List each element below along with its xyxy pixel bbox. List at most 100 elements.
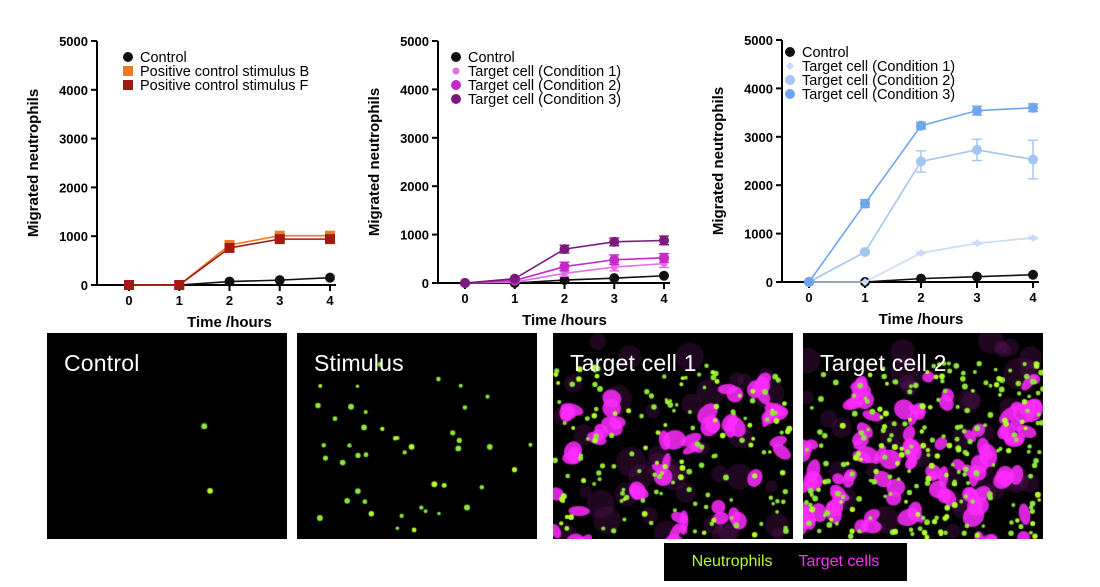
legend-marker xyxy=(451,94,461,104)
data-point xyxy=(460,278,470,288)
data-point xyxy=(325,234,335,245)
data-point xyxy=(509,273,520,284)
y-axis-label: Migrated neutrophils xyxy=(710,87,727,235)
series-4 xyxy=(804,102,1038,287)
legend-marker xyxy=(785,75,795,85)
series-3 xyxy=(804,138,1038,287)
data-point xyxy=(972,105,982,116)
y-tick-label: 5000 xyxy=(744,33,773,48)
data-point xyxy=(559,275,570,286)
micrograph-target-cell-2 xyxy=(803,333,1043,539)
panel-label-target-cell-2: Target cell 2 xyxy=(820,350,947,376)
panel-label-stimulus: Stimulus xyxy=(314,350,404,376)
y-tick-label: 1000 xyxy=(59,229,88,244)
x-tick-label: 0 xyxy=(461,291,468,306)
legend-label: Control xyxy=(802,45,849,61)
data-point xyxy=(224,242,235,253)
y-tick-label: 3000 xyxy=(744,130,773,145)
legend-marker xyxy=(785,47,795,57)
y-tick-label: 0 xyxy=(766,275,773,290)
y-tick-label: 1000 xyxy=(400,228,429,243)
data-point xyxy=(860,246,870,257)
data-point xyxy=(659,235,669,246)
legend-marker xyxy=(785,89,795,99)
y-tick-label: 5000 xyxy=(400,34,429,49)
y-axis-label: Migrated neutrophils xyxy=(25,89,42,237)
legend-label: Target cell (Condition 1) xyxy=(468,64,621,80)
data-point xyxy=(609,254,620,265)
chart-2: 0 1000 2000 3000 4000 5000 0 1 2 3 4 Time /hours Mig… xyxy=(366,34,670,329)
y-tick-label: 2000 xyxy=(59,180,88,195)
panel-label-target-cell-1: Target cell 1 xyxy=(570,350,697,376)
legend-label: Control xyxy=(140,50,187,66)
legend-label: Positive control stimulus B xyxy=(140,64,309,80)
y-tick-label: 4000 xyxy=(744,81,773,96)
microscopy-panel-stimulus: Stimulus xyxy=(297,333,537,539)
legend-marker xyxy=(451,52,461,62)
panel-label-control: Control xyxy=(64,350,140,376)
x-tick-label: 3 xyxy=(611,291,618,306)
legend-label: Target cell (Condition 2) xyxy=(468,78,621,94)
legend-marker xyxy=(123,52,133,62)
data-point xyxy=(609,236,620,247)
x-tick-label: 4 xyxy=(326,293,334,308)
data-point xyxy=(224,276,235,287)
data-point xyxy=(916,273,926,284)
legend-marker xyxy=(123,66,133,76)
y-tick-label: 5000 xyxy=(59,34,88,49)
x-tick-label: 2 xyxy=(561,291,568,306)
y-tick-label: 0 xyxy=(422,276,429,291)
x-axis-label: Time /hours xyxy=(522,312,607,329)
data-point xyxy=(559,244,570,255)
y-tick-label: 4000 xyxy=(400,82,429,97)
micrograph-target-cell-1 xyxy=(553,333,793,539)
legend-target-cells: Target cells xyxy=(798,553,880,570)
y-tick-label: 4000 xyxy=(59,83,88,98)
chart-positive-controls: 0 1000 2000 3000 4000 5000 0 1 2 3 4 Time /hours Mig… xyxy=(25,33,1039,330)
legend-label: Positive control stimulus F xyxy=(140,78,309,94)
x-tick-label: 4 xyxy=(660,291,668,306)
color-legend: Neutrophils Target cells xyxy=(664,543,907,581)
legend-marker xyxy=(123,80,133,90)
x-tick-label: 3 xyxy=(276,293,283,308)
micrograph-stimulus xyxy=(297,333,537,539)
micrograph-control xyxy=(47,333,287,539)
legend-label: Target cell (Condition 2) xyxy=(802,73,955,89)
legend-marker xyxy=(786,62,794,70)
legend-label: Control xyxy=(468,50,515,66)
legend-marker xyxy=(451,80,461,90)
data-point xyxy=(274,234,285,245)
data-point xyxy=(916,156,926,167)
microscopy-panel-control: Control xyxy=(47,333,287,539)
x-tick-label: 4 xyxy=(1029,290,1037,305)
legend-label: Target cell (Condition 3) xyxy=(802,87,955,103)
x-tick-label: 2 xyxy=(917,290,924,305)
data-point xyxy=(1028,269,1038,280)
charts-row: 0 1000 2000 3000 4000 5000 0 1 2 3 4 Time /hours Mig… xyxy=(25,33,1039,330)
data-point xyxy=(559,261,570,272)
legend-label: Target cell (Condition 3) xyxy=(468,92,621,108)
data-point xyxy=(274,275,285,286)
legend-label: Target cell (Condition 1) xyxy=(802,59,955,75)
series-3 xyxy=(124,234,335,290)
data-point xyxy=(659,252,669,263)
data-point xyxy=(1028,154,1038,165)
x-tick-label: 0 xyxy=(125,293,132,308)
data-point xyxy=(124,280,134,290)
data-point xyxy=(804,277,814,287)
series-4 xyxy=(460,235,669,288)
legend-neutrophils: Neutrophils xyxy=(691,553,773,570)
y-tick-label: 2000 xyxy=(400,179,429,194)
data-point xyxy=(1029,233,1037,242)
y-tick-label: 3000 xyxy=(400,131,429,146)
data-point xyxy=(917,248,925,257)
x-tick-label: 2 xyxy=(226,293,233,308)
data-point xyxy=(609,273,620,284)
data-point xyxy=(972,144,982,155)
x-tick-label: 1 xyxy=(861,290,868,305)
x-tick-label: 1 xyxy=(176,293,183,308)
data-point xyxy=(972,271,982,282)
data-point xyxy=(659,270,669,281)
